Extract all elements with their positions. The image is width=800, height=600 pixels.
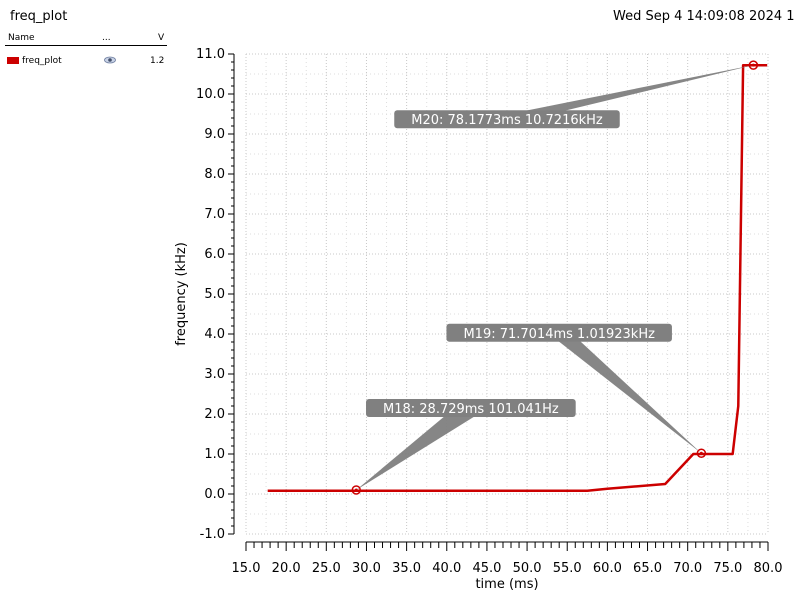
x-tick-label: 40.0 bbox=[432, 561, 461, 576]
y-tick-label: -1.0 bbox=[200, 527, 225, 542]
legend-header-dots: ... bbox=[102, 33, 111, 43]
x-tick-label: 45.0 bbox=[472, 561, 501, 576]
y-tick-label: 4.0 bbox=[204, 327, 225, 342]
marker-point-center bbox=[751, 63, 755, 67]
marker-18: M18: 28.729ms 101.041Hz bbox=[351, 399, 576, 495]
y-tick-label: 10.0 bbox=[196, 87, 225, 102]
y-tick-label: 6.0 bbox=[204, 247, 225, 262]
marker-point bbox=[748, 60, 759, 70]
x-axis-label: time (ms) bbox=[475, 577, 538, 592]
marker-callout-pointer bbox=[545, 330, 702, 454]
x-tick-label: 30.0 bbox=[352, 561, 381, 576]
marker-label-box bbox=[366, 399, 576, 417]
legend-divider bbox=[5, 45, 167, 46]
marker-label-box bbox=[394, 110, 620, 129]
marker-label: M19: 71.7014ms 1.01923kHz bbox=[463, 327, 655, 342]
x-tick-label: 75.0 bbox=[713, 561, 742, 576]
legend-item-value: 1.2 bbox=[150, 56, 165, 66]
y-tick-label: 8.0 bbox=[204, 167, 225, 182]
y-tick-label: 1.0 bbox=[204, 447, 225, 462]
legend-header-name: Name bbox=[8, 33, 35, 43]
marker-point-center bbox=[699, 451, 703, 455]
marker-point-center bbox=[354, 488, 358, 492]
marker-point bbox=[696, 448, 707, 458]
legend-color-swatch bbox=[7, 57, 19, 64]
y-tick-label: 9.0 bbox=[204, 127, 225, 142]
eye-icon[interactable] bbox=[104, 55, 116, 65]
y-tick-label: 3.0 bbox=[204, 367, 225, 382]
x-tick-label: 70.0 bbox=[673, 561, 702, 576]
marker-20: M20: 78.1773ms 10.7216kHz bbox=[394, 60, 759, 129]
y-axis-label: frequency (kHz) bbox=[174, 242, 189, 346]
x-tick-label: 25.0 bbox=[312, 561, 341, 576]
x-tick-label: 20.0 bbox=[272, 561, 301, 576]
y-tick-label: 0.0 bbox=[204, 487, 225, 502]
legend-header-value: V bbox=[158, 33, 165, 43]
marker-19: M19: 71.7014ms 1.01923kHz bbox=[446, 323, 707, 458]
y-tick-label: 11.0 bbox=[196, 47, 225, 62]
legend-item[interactable]: freq_plot 1.2 bbox=[7, 55, 167, 69]
y-tick-label: 7.0 bbox=[204, 207, 225, 222]
x-tick-label: 15.0 bbox=[232, 561, 261, 576]
marker-label: M18: 28.729ms 101.041Hz bbox=[383, 402, 559, 417]
x-tick-label: 60.0 bbox=[593, 561, 622, 576]
y-tick-label: 5.0 bbox=[204, 287, 225, 302]
marker-label-box bbox=[446, 323, 672, 342]
x-tick-label: 65.0 bbox=[633, 561, 662, 576]
marker-callout-pointer bbox=[493, 65, 754, 122]
marker-point bbox=[351, 485, 362, 495]
x-tick-label: 50.0 bbox=[513, 561, 542, 576]
x-tick-label: 80.0 bbox=[754, 561, 783, 576]
y-tick-label: 2.0 bbox=[204, 407, 225, 422]
marker-callout-pointer bbox=[356, 406, 485, 490]
legend-item-name: freq_plot bbox=[22, 56, 62, 66]
window-title: freq_plot bbox=[10, 9, 68, 24]
series-line-freq_plot bbox=[267, 63, 768, 493]
marker-label: M20: 78.1773ms 10.7216kHz bbox=[411, 113, 603, 128]
x-tick-label: 55.0 bbox=[553, 561, 582, 576]
x-tick-label: 35.0 bbox=[392, 561, 421, 576]
timestamp: Wed Sep 4 14:09:08 2024 1 bbox=[613, 9, 795, 24]
